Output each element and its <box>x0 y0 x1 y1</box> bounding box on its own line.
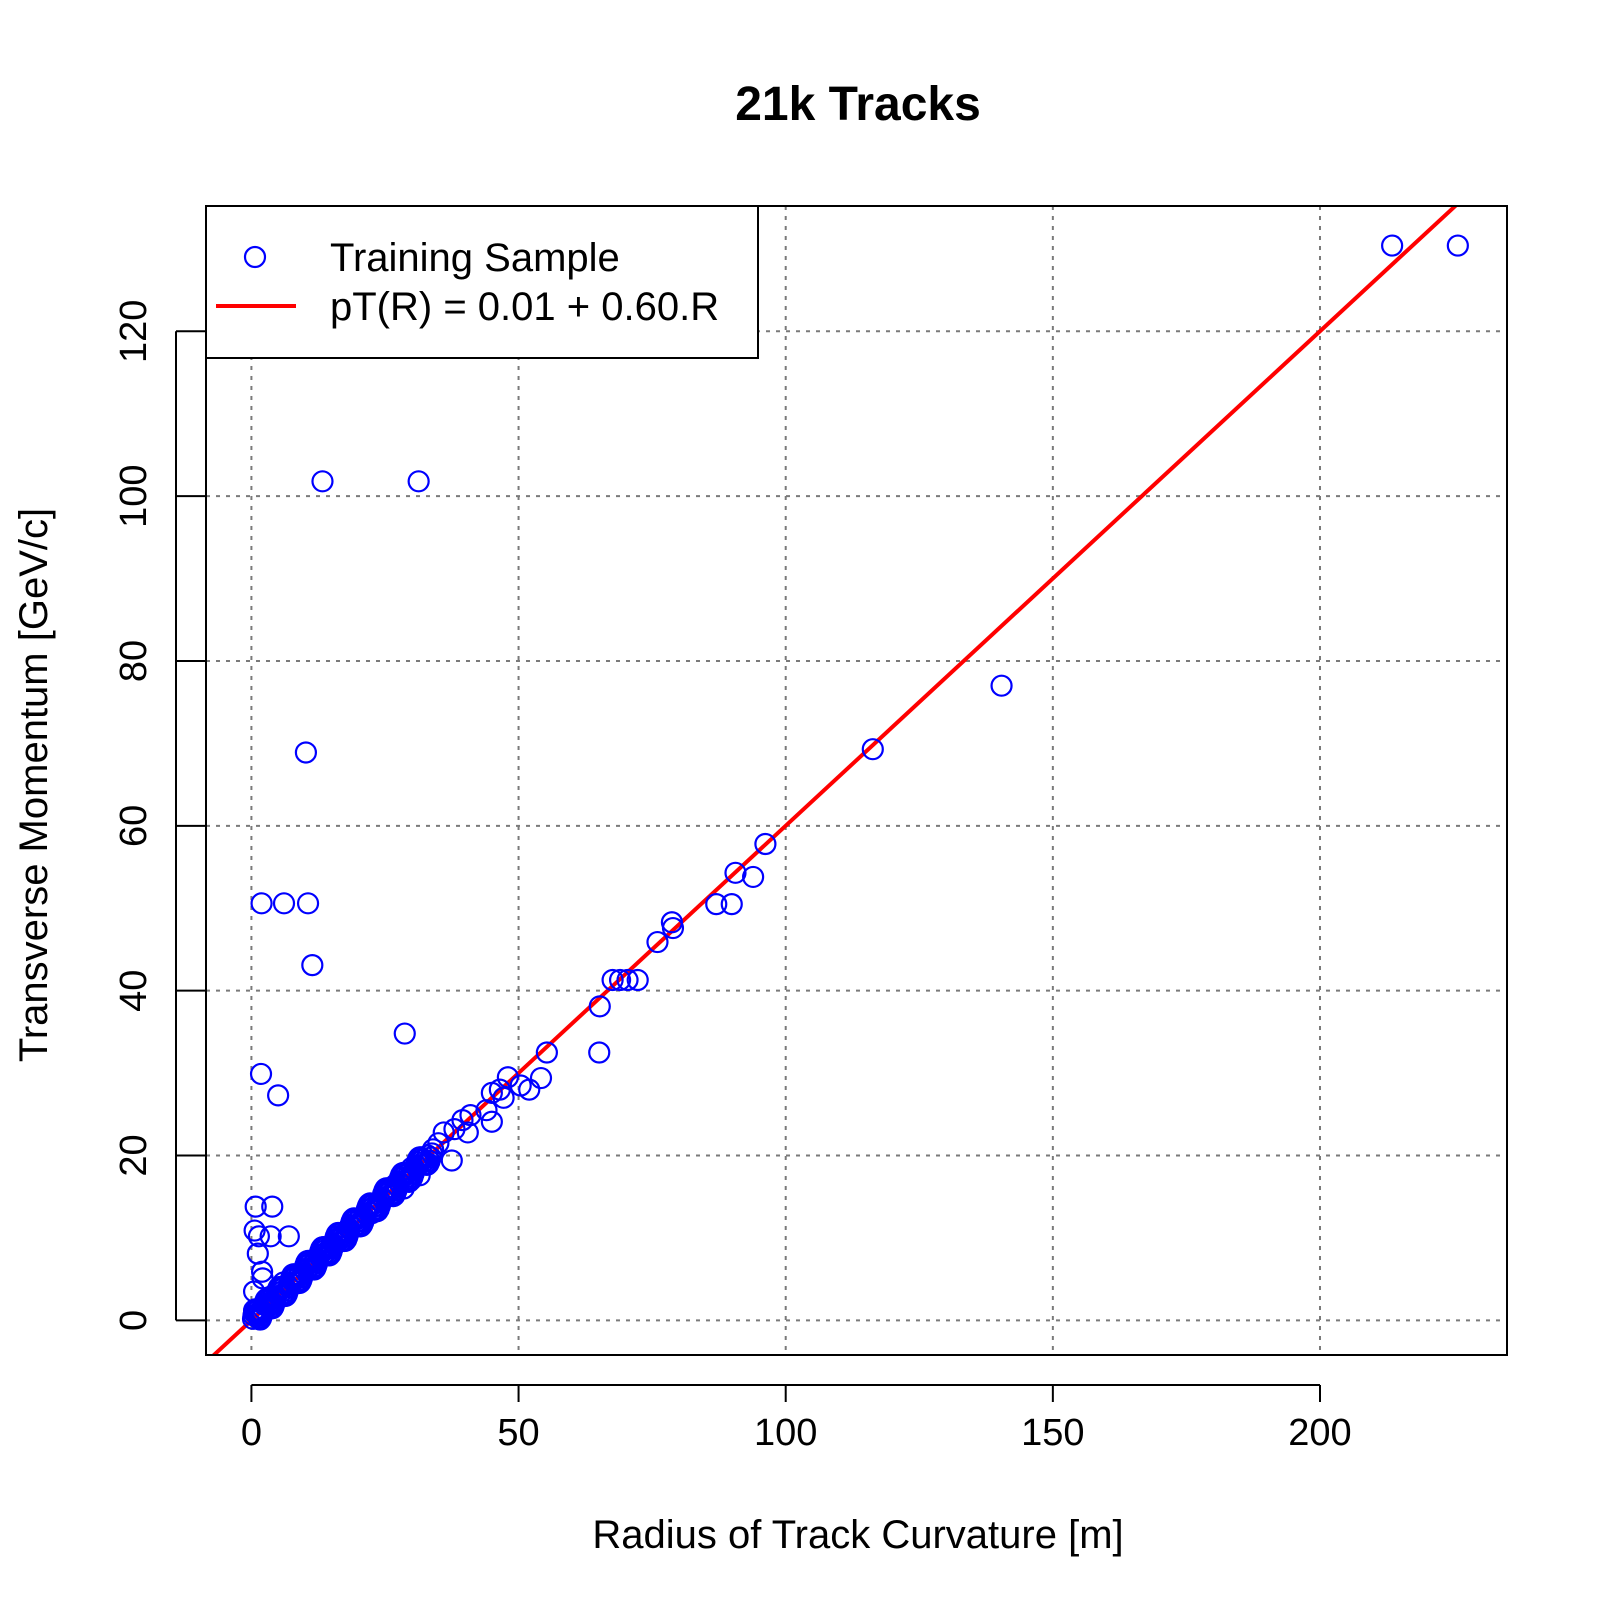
data-point <box>296 892 320 915</box>
x-tick-label: 50 <box>497 1412 539 1454</box>
y-axis-label: Transverse Momentum [GeV/c] <box>12 508 56 1062</box>
data-point <box>261 1195 284 1218</box>
y-tick-label: 20 <box>113 1134 155 1176</box>
data-point <box>742 865 765 889</box>
legend-box <box>205 205 759 359</box>
x-tick-label: 100 <box>754 1412 817 1454</box>
data-point <box>407 470 430 493</box>
data-point <box>272 892 296 915</box>
chart-title: 21k Tracks <box>735 78 981 131</box>
data-point <box>277 1225 300 1248</box>
data-point <box>861 738 884 761</box>
x-tick-label: 200 <box>1288 1412 1351 1454</box>
data-point <box>601 968 624 992</box>
data-point <box>646 930 669 954</box>
data-point <box>720 893 743 916</box>
data-point <box>244 1195 267 1218</box>
data-point <box>626 968 649 992</box>
data-point <box>588 1041 611 1064</box>
y-tick-label: 120 <box>113 300 155 363</box>
data-point <box>724 861 747 884</box>
data-point <box>990 674 1013 697</box>
grid-layer <box>206 206 1507 1355</box>
points-layer <box>241 234 1469 1331</box>
data-point <box>480 1110 503 1133</box>
data-point <box>251 1260 274 1283</box>
legend: Training Sample pT(R) = 0.01 + 0.60.R <box>205 205 759 359</box>
axes-layer: 0 50 100 150 200 0 20 40 60 80 100 120 <box>113 205 1508 1454</box>
data-point <box>393 1022 416 1045</box>
data-point <box>432 1121 455 1144</box>
y-tick-label: 0 <box>113 1310 155 1331</box>
data-point <box>301 954 324 977</box>
data-point <box>243 1219 266 1242</box>
y-tick-label: 80 <box>113 640 155 682</box>
data-point <box>443 1118 466 1141</box>
legend-marker-points <box>243 245 267 269</box>
data-point <box>492 1086 515 1109</box>
data-point <box>754 832 777 856</box>
data-point <box>608 968 632 992</box>
data-point <box>475 1099 498 1122</box>
legend-label-line: pT(R) = 0.01 + 0.60.R <box>330 285 719 329</box>
x-axis-label: Radius of Track Curvature [m] <box>592 1513 1123 1557</box>
data-point <box>616 968 639 992</box>
plot-frame <box>205 205 1508 1356</box>
data-point <box>267 1084 290 1107</box>
y-tick-label: 40 <box>113 970 155 1012</box>
data-point <box>1446 234 1469 257</box>
data-point <box>496 1066 519 1089</box>
data-point <box>456 1121 479 1144</box>
data-point <box>249 1062 273 1086</box>
data-point <box>509 1074 532 1097</box>
data-point <box>440 1149 463 1172</box>
legend-label-points: Training Sample <box>330 236 620 280</box>
y-tick-label: 100 <box>113 464 155 527</box>
data-point <box>661 916 685 940</box>
data-point <box>311 470 334 493</box>
data-point <box>250 892 273 915</box>
data-point <box>588 995 611 1018</box>
y-tick-label: 60 <box>113 805 155 847</box>
data-point <box>247 1225 270 1248</box>
x-tick-label: 0 <box>241 1412 262 1454</box>
data-point <box>421 1138 445 1161</box>
data-point <box>294 741 318 764</box>
data-point <box>529 1066 553 1090</box>
data-point <box>259 1225 282 1248</box>
data-point <box>705 893 728 916</box>
data-point <box>1381 234 1404 257</box>
x-tick-label: 150 <box>1021 1412 1084 1454</box>
data-point <box>535 1041 558 1064</box>
